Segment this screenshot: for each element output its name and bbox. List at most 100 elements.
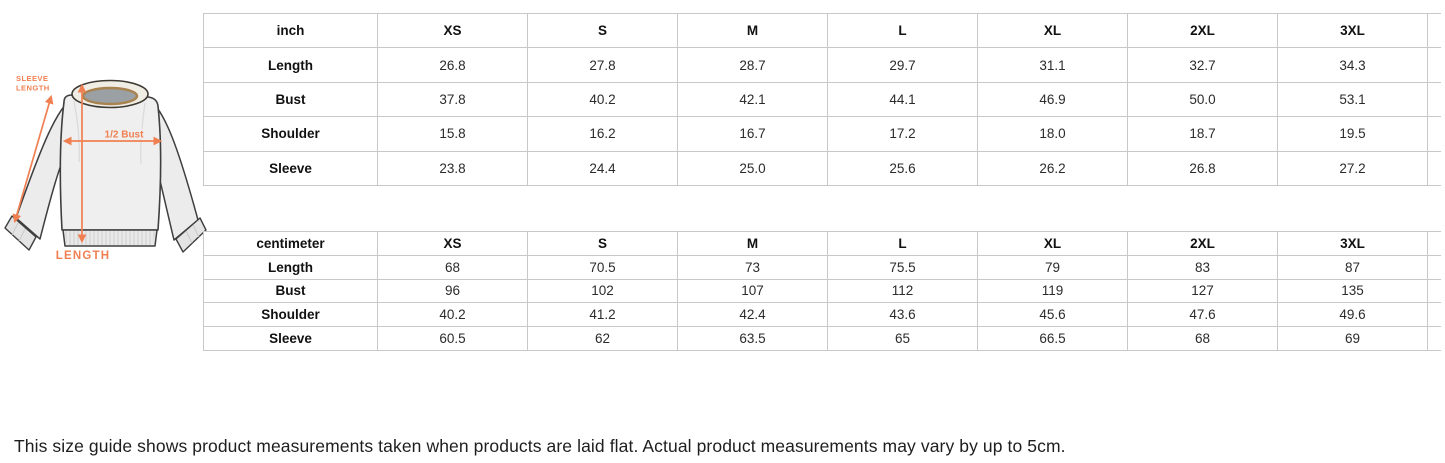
size-header-2xl: 2XL: [1127, 12, 1278, 49]
measurement-cell: 87: [1277, 254, 1428, 280]
unit-header: inch: [203, 12, 378, 49]
measurement-cell: 26.8: [377, 47, 528, 83]
unit-header: centimeter: [203, 231, 378, 256]
half-bust-label: 1/2 Bust: [105, 130, 145, 141]
sweatshirt-collar: [71, 79, 149, 109]
measurement-cell: 34.3: [1277, 47, 1428, 83]
size-header-xl: XL: [977, 231, 1128, 256]
measurement-cell: 46.9: [977, 81, 1128, 118]
measurement-cell: 31.1: [977, 47, 1128, 83]
table-row: Bust 37.8 40.2 42.1 44.1 46.9 50.0 53.1: [203, 81, 1441, 118]
size-header-l: L: [827, 12, 978, 49]
measurement-cell: 40.2: [377, 302, 528, 328]
measurement-cell: 119: [977, 278, 1128, 304]
measurement-cell: 47.6: [1127, 302, 1278, 328]
inch-size-table: inch XS S M L XL 2XL 3XL Length 26.8 27.…: [203, 12, 1441, 186]
measurement-cell: 42.1: [677, 81, 828, 118]
row-label: Bust: [203, 81, 378, 118]
size-header-xs: XS: [377, 231, 528, 256]
measurement-cell: 127: [1127, 278, 1278, 304]
measurement-cell: 26.8: [1127, 150, 1278, 186]
measurement-cell: 24.4: [527, 150, 678, 186]
row-label: Sleeve: [203, 326, 378, 351]
size-guide-note: This size guide shows product measuremen…: [14, 436, 1066, 456]
measurement-cell: 26.2: [977, 150, 1128, 186]
table-edge-cell: [1427, 150, 1441, 186]
measurement-cell: 41.2: [527, 302, 678, 328]
sleeve-length-label-line2: LENGTH: [16, 84, 50, 93]
measurement-cell: 73: [677, 254, 828, 280]
table-row: Sleeve 60.5 62 63.5 65 66.5 68 69: [203, 326, 1441, 351]
measurement-cell: 60.5: [377, 326, 528, 351]
table-edge-cell: [1427, 254, 1441, 280]
measurement-cell: 53.1: [1277, 81, 1428, 118]
size-header-xs: XS: [377, 12, 528, 49]
table-edge-cell: [1427, 231, 1441, 256]
measurement-cell: 66.5: [977, 326, 1128, 351]
measurement-cell: 79: [977, 254, 1128, 280]
measurement-cell: 69: [1277, 326, 1428, 351]
measurement-cell: 29.7: [827, 47, 978, 83]
measurement-cell: 62: [527, 326, 678, 351]
garment-measurement-diagram: SLEEVE LENGTH 1/2 Bust LENGTH: [4, 74, 207, 262]
sleeve-length-label-line1: SLEEVE: [16, 74, 48, 83]
table-edge-cell: [1427, 302, 1441, 328]
measurement-cell: 44.1: [827, 81, 978, 118]
size-header-xl: XL: [977, 12, 1128, 49]
size-header-m: M: [677, 231, 828, 256]
size-header-l: L: [827, 231, 978, 256]
measurement-cell: 83: [1127, 254, 1278, 280]
measurement-cell: 112: [827, 278, 978, 304]
table-row: Bust 96 102 107 112 119 127 135: [203, 278, 1441, 304]
size-header-3xl: 3XL: [1277, 231, 1428, 256]
measurement-cell: 135: [1277, 278, 1428, 304]
measurement-cell: 107: [677, 278, 828, 304]
measurement-cell: 70.5: [527, 254, 678, 280]
table-edge-cell: [1427, 12, 1441, 49]
row-label: Bust: [203, 278, 378, 304]
measurement-cell: 19.5: [1277, 116, 1428, 152]
measurement-cell: 16.7: [677, 116, 828, 152]
sweatshirt-body: [59, 94, 162, 247]
centimeter-size-table: centimeter XS S M L XL 2XL 3XL Length 68…: [203, 231, 1441, 351]
sleeve-length-arrow: [12, 94, 54, 224]
measurement-arrows: [12, 83, 163, 244]
table-row: Sleeve 23.8 24.4 25.0 25.6 26.2 26.8 27.…: [203, 150, 1441, 186]
measurement-cell: 63.5: [677, 326, 828, 351]
length-label: LENGTH: [56, 250, 110, 262]
table-edge-cell: [1427, 326, 1441, 351]
table-row: centimeter XS S M L XL 2XL 3XL: [203, 231, 1441, 256]
measurement-cell: 23.8: [377, 150, 528, 186]
size-header-2xl: 2XL: [1127, 231, 1278, 256]
measurement-cell: 96: [377, 278, 528, 304]
measurement-cell: 25.6: [827, 150, 978, 186]
size-header-s: S: [527, 231, 678, 256]
table-row: Shoulder 40.2 41.2 42.4 43.6 45.6 47.6 4…: [203, 302, 1441, 328]
table-row: Shoulder 15.8 16.2 16.7 17.2 18.0 18.7 1…: [203, 116, 1441, 152]
measurement-cell: 45.6: [977, 302, 1128, 328]
measurement-cell: 18.0: [977, 116, 1128, 152]
measurement-cell: 27.2: [1277, 150, 1428, 186]
measurement-cell: 37.8: [377, 81, 528, 118]
row-label: Length: [203, 47, 378, 83]
table-edge-cell: [1427, 47, 1441, 83]
size-header-s: S: [527, 12, 678, 49]
measurement-cell: 27.8: [527, 47, 678, 83]
measurement-cell: 42.4: [677, 302, 828, 328]
row-label: Shoulder: [203, 302, 378, 328]
row-label: Sleeve: [203, 150, 378, 186]
measurement-cell: 32.7: [1127, 47, 1278, 83]
table-row: inch XS S M L XL 2XL 3XL: [203, 12, 1441, 49]
measurement-cell: 40.2: [527, 81, 678, 118]
measurement-cell: 28.7: [677, 47, 828, 83]
table-edge-cell: [1427, 116, 1441, 152]
measurement-cell: 17.2: [827, 116, 978, 152]
measurement-cell: 68: [1127, 326, 1278, 351]
measurement-cell: 102: [527, 278, 678, 304]
size-header-m: M: [677, 12, 828, 49]
table-edge-cell: [1427, 278, 1441, 304]
table-edge-cell: [1427, 81, 1441, 118]
size-header-3xl: 3XL: [1277, 12, 1428, 49]
measurement-cell: 49.6: [1277, 302, 1428, 328]
